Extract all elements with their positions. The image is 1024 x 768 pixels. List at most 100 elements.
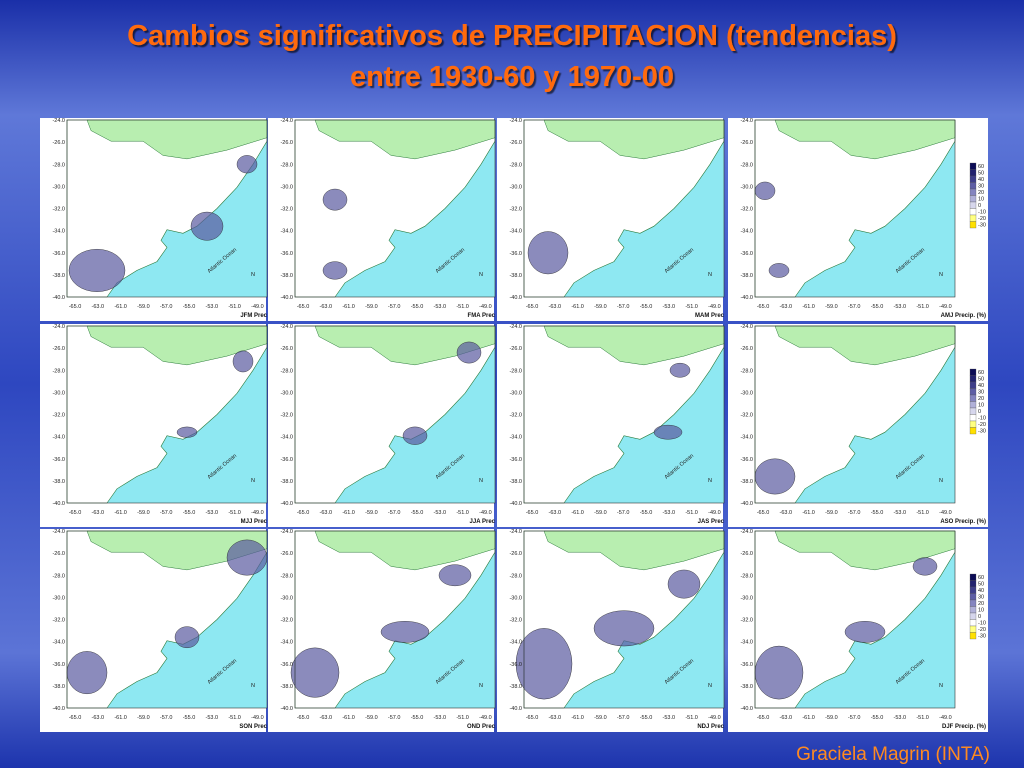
lon-tick-label: -59.0: [825, 510, 838, 516]
lat-tick-label: -34.0: [740, 435, 753, 441]
trend-area: [322, 261, 348, 280]
legend-swatch: [969, 195, 977, 203]
lon-tick-label: -53.0: [434, 715, 447, 721]
panel-label: JFM Prec: [240, 313, 267, 319]
lat-tick-label: -28.0: [280, 573, 293, 579]
lat-tick-label: -36.0: [740, 662, 753, 668]
lon-tick-label: -55.0: [871, 510, 884, 516]
lon-tick-label: -49.0: [479, 510, 492, 516]
lat-tick-label: -34.0: [509, 640, 522, 646]
lon-tick-label: -57.0: [848, 715, 861, 721]
lat-tick-label: -30.0: [509, 390, 522, 396]
lon-tick-label: -51.0: [916, 510, 929, 516]
lon-tick-label: -65.0: [526, 715, 539, 721]
legend-label: 30: [978, 595, 984, 601]
plot-frame: [294, 530, 496, 709]
legend-label: 60: [978, 370, 984, 376]
lat-tick-label: -40.0: [740, 295, 753, 301]
lon-tick-label: -65.0: [297, 510, 310, 516]
trend-area: [68, 249, 126, 292]
lat-tick-label: -26.0: [509, 140, 522, 146]
trend-area: [653, 424, 683, 440]
lat-tick-label: -32.0: [280, 207, 293, 213]
lon-tick-label: -61.0: [802, 510, 815, 516]
lon-tick-label: -49.0: [251, 510, 264, 516]
title: Cambios significativos de PRECIPITACION …: [127, 20, 897, 52]
legend-label: 20: [978, 601, 984, 607]
lon-tick-label: -55.0: [411, 510, 424, 516]
trend-area: [174, 626, 200, 649]
lat-tick-label: -40.0: [52, 295, 65, 301]
map-panel: -24.0 -26.0 -28.0 -30.0 -32.0 -34.0 -36.0 -38.0…: [268, 324, 496, 527]
lat-tick-label: -38.0: [740, 479, 753, 485]
lat-tick-label: -24.0: [280, 529, 293, 535]
lon-tick-label: -49.0: [251, 715, 264, 721]
lat-tick-label: -36.0: [740, 457, 753, 463]
legend-swatch: [969, 394, 977, 402]
lon-tick-label: -49.0: [708, 510, 721, 516]
legend-swatch: [969, 368, 977, 376]
legend-swatch: [969, 201, 977, 209]
north-arrow: N: [708, 272, 712, 278]
legend-label: -30: [978, 429, 986, 435]
map-panel: -24.0 -26.0 -28.0 -30.0 -32.0 -34.0 -36.0 -38.0…: [728, 529, 988, 732]
legend-label: -30: [978, 634, 986, 640]
lat-tick-label: -24.0: [280, 118, 293, 124]
legend-label: 10: [978, 403, 984, 409]
lon-tick-label: -55.0: [871, 715, 884, 721]
lon-tick-label: -57.0: [160, 304, 173, 310]
legend-swatch: [969, 420, 977, 428]
lon-tick-label: -49.0: [251, 304, 264, 310]
north-arrow: N: [708, 478, 712, 484]
trend-area: [380, 621, 430, 643]
lon-tick-label: -49.0: [708, 715, 721, 721]
lon-tick-label: -59.0: [594, 510, 607, 516]
lon-tick-label: -65.0: [297, 304, 310, 310]
trend-area: [754, 458, 796, 495]
lat-tick-label: -32.0: [52, 618, 65, 624]
legend-label: 50: [978, 377, 984, 383]
plot-frame: [523, 325, 725, 504]
lon-tick-label: -63.0: [320, 510, 333, 516]
lon-tick-label: -65.0: [757, 304, 770, 310]
lon-tick-label: -65.0: [757, 510, 770, 516]
legend-swatch: [969, 606, 977, 614]
panel-label: FMA Prec: [468, 313, 496, 319]
lon-tick-label: -65.0: [757, 715, 770, 721]
trend-area: [236, 155, 258, 174]
trend-area: [515, 628, 573, 700]
legend-label: 0: [978, 409, 981, 415]
panel-label: JAS Prec: [698, 519, 725, 525]
plot-frame: [523, 530, 725, 709]
lat-tick-label: -40.0: [280, 706, 293, 712]
lat-tick-label: -34.0: [740, 229, 753, 235]
trend-area: [456, 341, 482, 364]
lat-tick-label: -32.0: [280, 413, 293, 419]
lon-tick-label: -49.0: [479, 304, 492, 310]
lon-tick-label: -61.0: [342, 715, 355, 721]
legend-swatch: [969, 414, 977, 422]
lat-tick-label: -26.0: [52, 140, 65, 146]
legend-swatch: [969, 586, 977, 594]
plot-frame: [294, 325, 496, 504]
lon-tick-label: -55.0: [640, 715, 653, 721]
lon-tick-label: -63.0: [780, 715, 793, 721]
map-panel: -24.0 -26.0 -28.0 -30.0 -32.0 -34.0 -36.0 -38.0…: [728, 118, 988, 321]
lat-tick-label: -38.0: [740, 273, 753, 279]
lat-tick-label: -36.0: [52, 457, 65, 463]
legend-label: 0: [978, 203, 981, 209]
lon-tick-label: -57.0: [160, 715, 173, 721]
lon-tick-label: -53.0: [206, 510, 219, 516]
panel-label: JJA Prec: [470, 519, 496, 525]
land: [66, 325, 268, 504]
north-arrow: N: [939, 272, 943, 278]
lat-tick-label: -30.0: [509, 184, 522, 190]
lon-tick-label: -53.0: [663, 510, 676, 516]
lon-tick-label: -59.0: [825, 715, 838, 721]
panel-label: SON Prec: [239, 724, 267, 730]
lat-tick-label: -38.0: [280, 273, 293, 279]
lat-tick-label: -30.0: [280, 184, 293, 190]
trend-area: [290, 647, 340, 698]
lon-tick-label: -59.0: [594, 304, 607, 310]
panel-label: MAM Prec: [695, 313, 725, 319]
